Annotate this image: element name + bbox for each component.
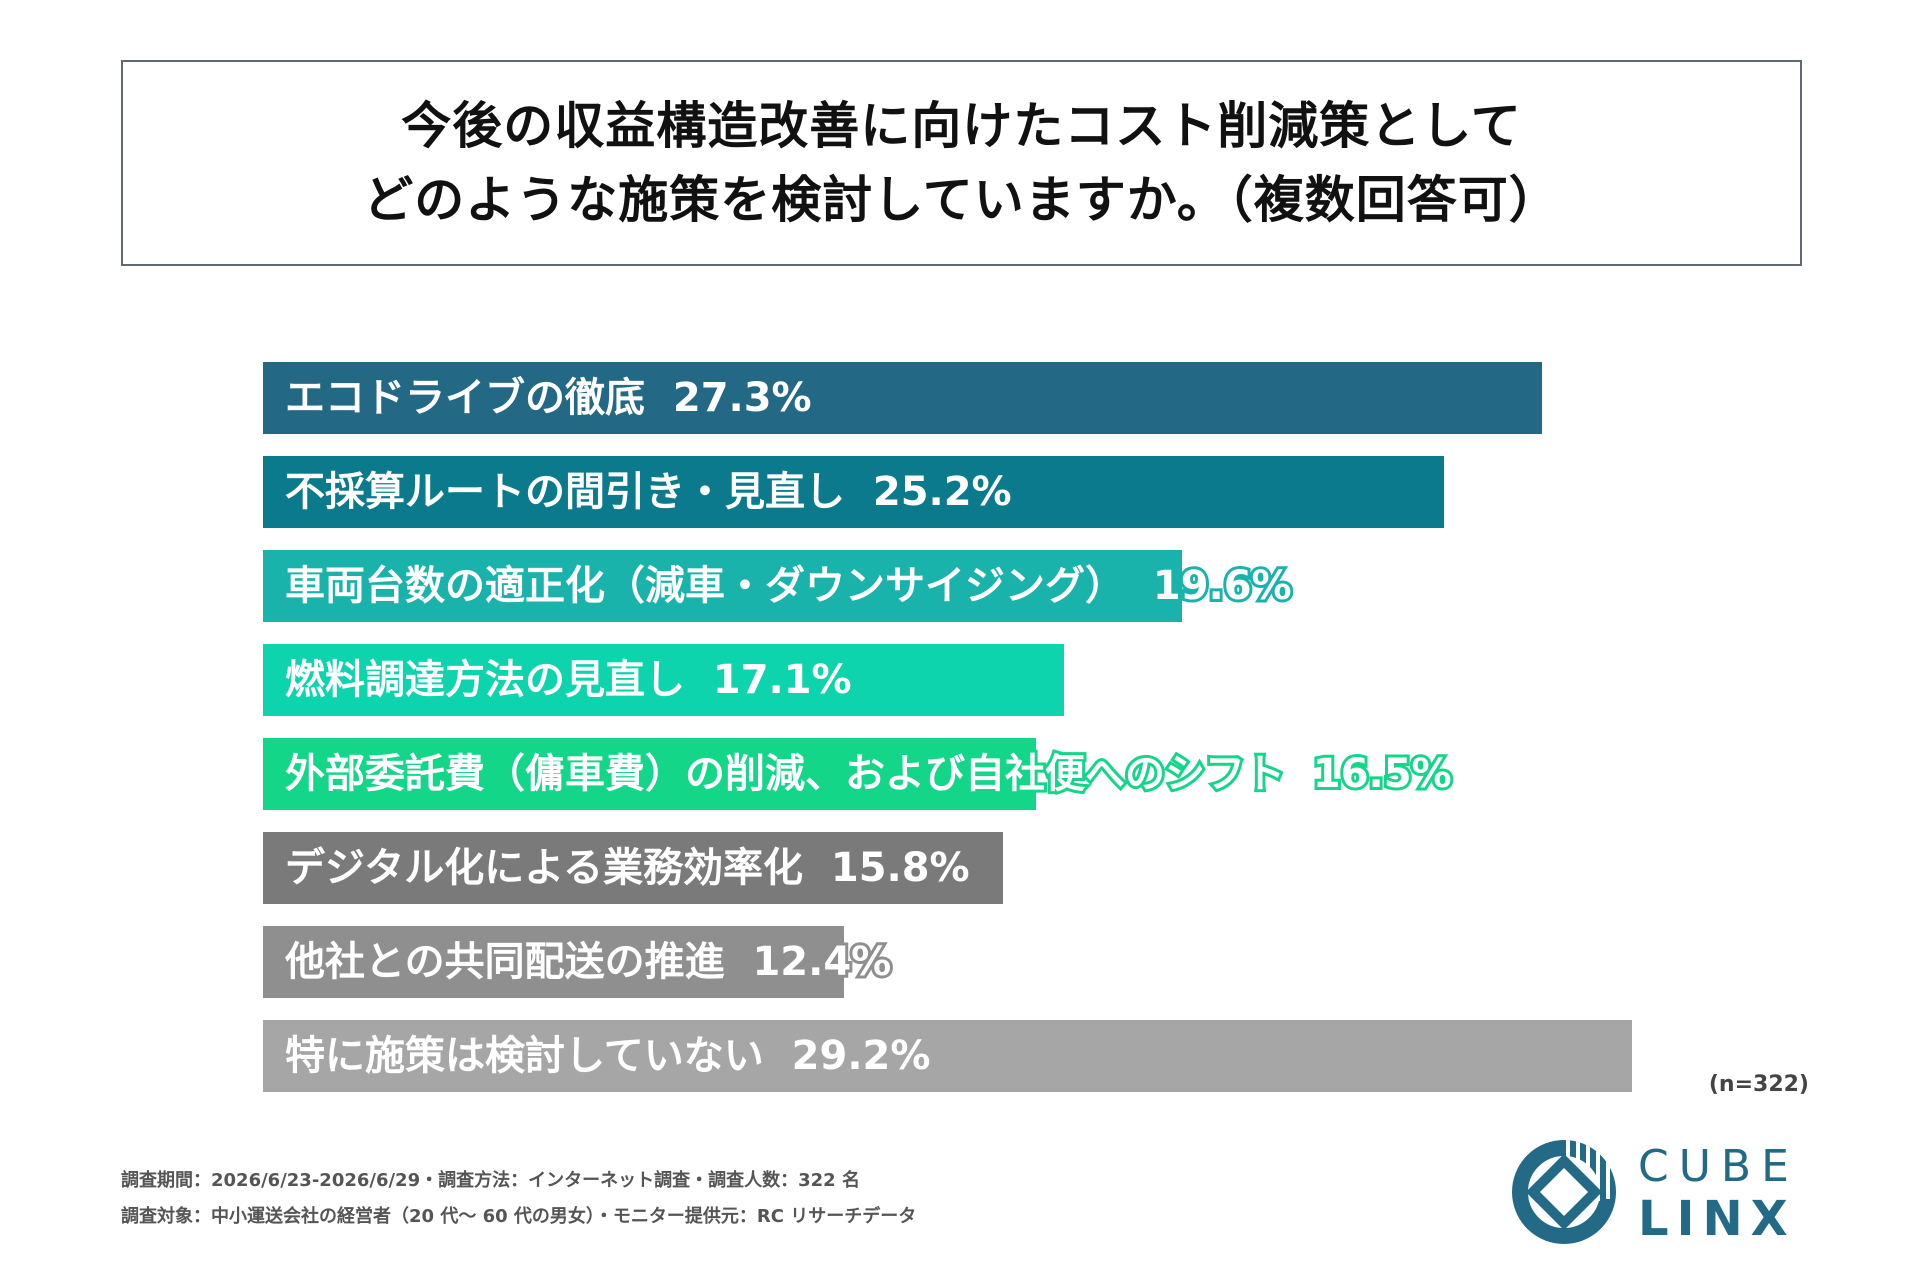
bar [263, 550, 1182, 622]
bar [263, 738, 1036, 810]
value-label: 17.1% [710, 654, 855, 706]
bar [263, 926, 844, 998]
sample-size-label: (n=322) [1708, 1072, 1809, 1097]
bar-label: デジタル化による業務効率化 15.8% [282, 832, 973, 904]
category-label: エコドライブの徹底 [282, 372, 648, 424]
logo-text-cube: CUBE [1638, 1141, 1799, 1192]
survey-target-note: 調査対象：中小運送会社の経営者（20 代～ 60 代の男女）・モニター提供元：R… [121, 1206, 917, 1227]
logo-text-linx: LINX [1638, 1191, 1796, 1247]
survey-period-note: 調査期間：2026/6/23-2026/6/29・調査方法：インターネット調査・… [121, 1170, 860, 1191]
bar-label: エコドライブの徹底 27.3% [282, 362, 815, 434]
bar-label: 不採算ルートの間引き・見直し 25.2% [282, 456, 1015, 528]
category-label: 不採算ルートの間引き・見直し [282, 466, 848, 518]
bar-label: 燃料調達方法の見直し 17.1% [282, 644, 855, 716]
value-label: 27.3% [670, 372, 815, 424]
value-label: 15.8% [828, 842, 973, 894]
bar [263, 832, 1003, 904]
bar [263, 362, 1542, 434]
category-label: 他社との共同配送の推進 [282, 936, 728, 988]
chart-title-line-2: どのような施策を検討していますか。（複数回答可） [363, 171, 1560, 229]
category-label: 外部委託費（傭車費）の削減、および自社便へのシフト [282, 748, 1288, 800]
bar [263, 456, 1444, 528]
chart-title-line-1: 今後の収益構造改善に向けたコスト削減策として [401, 97, 1522, 155]
bar-label: 車両台数の適正化（減車・ダウンサイジング） 19.6% [282, 550, 1295, 622]
category-label: デジタル化による業務効率化 [282, 842, 806, 894]
value-label: 12.4% [749, 936, 894, 988]
category-label: 特に施策は検討していない [282, 1030, 767, 1082]
value-label: 29.2% [789, 1030, 934, 1082]
cube-logo-icon [1512, 1140, 1616, 1244]
value-label: 25.2% [870, 466, 1015, 518]
value-label: 19.6% [1150, 560, 1295, 612]
value-label: 16.5% [1310, 748, 1455, 800]
bar-label: 特に施策は検討していない 29.2% [282, 1020, 934, 1092]
bar-label: 他社との共同配送の推進 12.4% [282, 926, 894, 998]
bar [263, 644, 1064, 716]
bar [263, 1020, 1632, 1092]
cube-linx-logo: CUBE LINX [1506, 1137, 1806, 1247]
category-label: 車両台数の適正化（減車・ダウンサイジング） [282, 560, 1128, 612]
category-label: 燃料調達方法の見直し [282, 654, 688, 706]
title-box: 今後の収益構造改善に向けたコスト削減策として どのような施策を検討していますか。… [121, 60, 1802, 266]
bar-label: 外部委託費（傭車費）の削減、および自社便へのシフト 16.5% [282, 738, 1455, 810]
